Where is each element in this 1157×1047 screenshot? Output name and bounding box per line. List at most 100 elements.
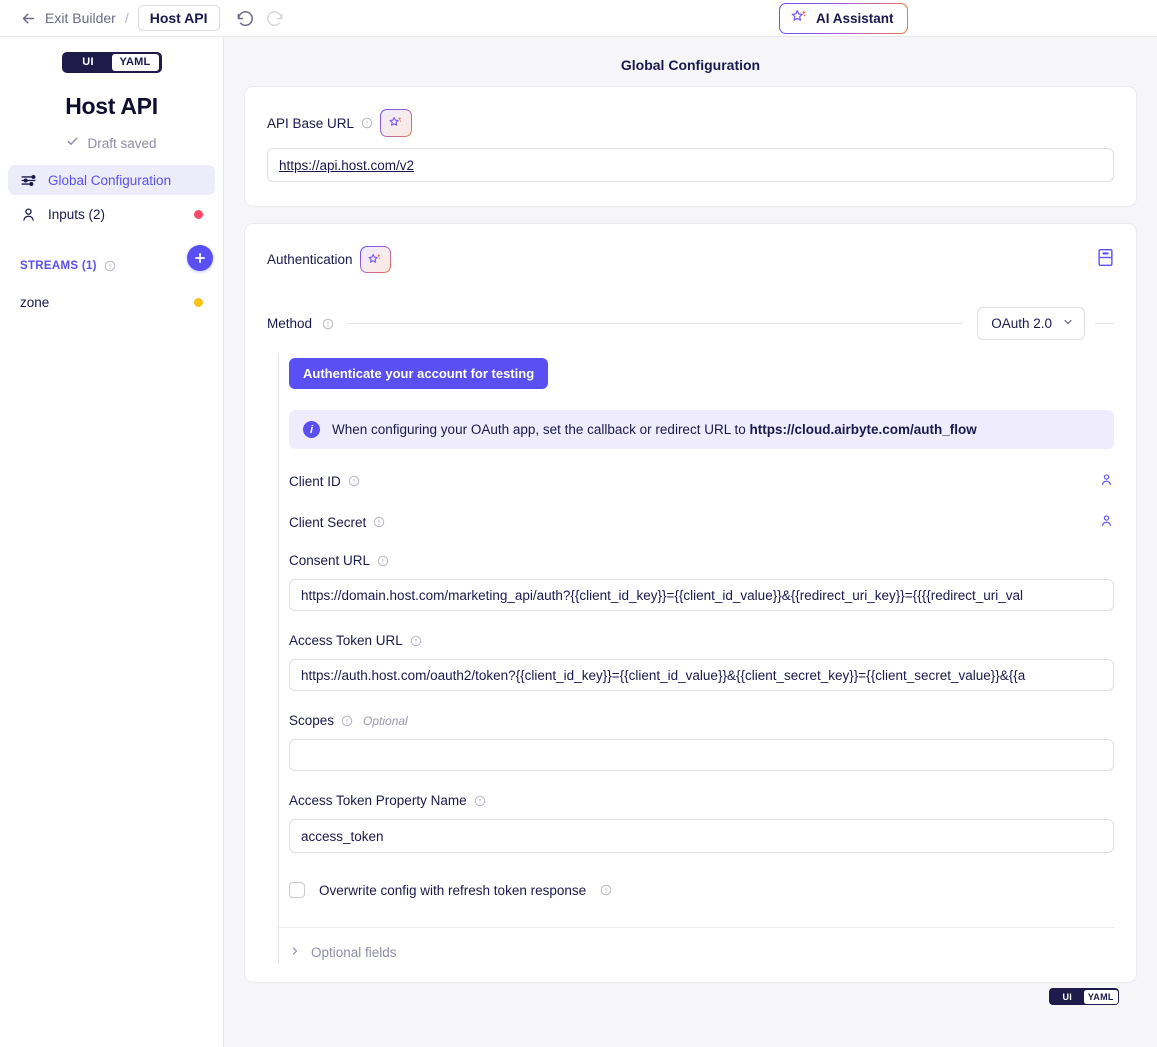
view-mode-toggle[interactable]: UI YAML <box>61 52 162 73</box>
scopes-optional-tag: Optional <box>363 713 408 728</box>
api-base-url-label: API Base URL <box>267 115 355 131</box>
optional-fields-label: Optional fields <box>311 945 397 960</box>
client-id-label: Client ID <box>289 473 341 489</box>
streams-header-label: STREAMS (1) <box>20 260 97 272</box>
optional-fields-toggle[interactable]: Optional fields <box>289 945 1114 964</box>
stream-item-label: zone <box>20 294 50 310</box>
consent-url-value: https://domain.host.com/marketing_api/au… <box>301 587 1024 603</box>
client-secret-secret-icon[interactable] <box>1099 513 1114 531</box>
ai-assist-base-url-button[interactable] <box>380 109 412 137</box>
undo-icon[interactable] <box>236 9 255 28</box>
book-icon[interactable] <box>1097 248 1114 270</box>
consent-url-input[interactable]: https://domain.host.com/marketing_api/au… <box>289 579 1114 611</box>
view-mode-yaml[interactable]: YAML <box>111 54 159 71</box>
info-banner-url: https://cloud.airbyte.com/auth_flow <box>749 422 977 437</box>
scopes-field: Scopes Optional <box>289 713 1114 771</box>
client-id-row: Client ID <box>289 472 1114 490</box>
question-circle-icon[interactable] <box>474 795 486 807</box>
api-base-url-input[interactable]: https://api.host.com/v2 <box>267 148 1114 182</box>
question-circle-icon[interactable] <box>322 318 334 330</box>
access-token-property-name-input[interactable]: access_token <box>289 819 1114 853</box>
question-circle-icon[interactable] <box>104 260 116 272</box>
draft-status-label: Draft saved <box>87 135 157 151</box>
api-base-url-card: API Base URL https://api.host.com/v2 <box>244 86 1137 207</box>
api-base-url-value: https://api.host.com/v2 <box>279 157 415 173</box>
method-rule-tail <box>1095 323 1114 324</box>
overwrite-config-checkbox-row: Overwrite config with refresh token resp… <box>289 882 1114 898</box>
authentication-label-row: Authentication <box>267 246 1114 273</box>
sidebar: UI YAML Host API Draft saved Global Conf… <box>0 37 224 1047</box>
ai-assistant-label: AI Assistant <box>816 11 894 26</box>
client-id-secret-icon[interactable] <box>1099 472 1114 490</box>
method-rule <box>348 323 964 324</box>
top-bar: Exit Builder / Host API <box>0 0 1157 37</box>
api-base-url-label-row: API Base URL <box>267 109 1114 137</box>
status-dot-warning <box>194 297 203 307</box>
consent-url-label: Consent URL <box>289 553 371 568</box>
stream-item-zone[interactable]: zone <box>8 288 215 316</box>
ai-assistant-button[interactable]: AI Assistant <box>779 3 908 34</box>
auth-method-label: Method <box>267 316 313 331</box>
bottom-view-mode-ui[interactable]: UI <box>1050 989 1084 1004</box>
auth-method-value: OAuth 2.0 <box>991 316 1052 331</box>
redo-icon[interactable] <box>265 9 284 28</box>
breadcrumb-separator: / <box>124 10 129 26</box>
scopes-input[interactable] <box>289 739 1114 771</box>
sparkle-star-icon <box>790 8 809 30</box>
draft-status: Draft saved <box>0 135 223 151</box>
sidebar-item-global-configuration[interactable]: Global Configuration <box>8 165 215 195</box>
access-token-property-name-field: Access Token Property Name access_token <box>289 793 1114 853</box>
sidebar-item-inputs[interactable]: Inputs (2) <box>8 199 215 229</box>
client-secret-row: Client Secret <box>289 513 1114 531</box>
question-circle-icon[interactable] <box>373 516 385 528</box>
info-banner-text: When configuring your OAuth app, set the… <box>332 422 746 437</box>
view-mode-ui[interactable]: UI <box>64 54 112 71</box>
question-circle-icon[interactable] <box>348 475 360 487</box>
authentication-card: Authentication Method OAuth 2.0 Authenti… <box>244 223 1137 983</box>
connector-name-button[interactable]: Host API <box>137 5 220 31</box>
oauth-callback-info-banner: i When configuring your OAuth app, set t… <box>289 410 1114 449</box>
access-token-url-field: Access Token URL https://auth.host.com/o… <box>289 633 1114 691</box>
question-circle-icon[interactable] <box>377 555 389 567</box>
sidebar-item-label: Global Configuration <box>48 172 172 188</box>
auth-method-row: Method OAuth 2.0 <box>267 307 1114 340</box>
auth-method-select[interactable]: OAuth 2.0 <box>977 307 1085 340</box>
user-icon <box>20 206 38 223</box>
chevron-right-icon <box>289 945 301 960</box>
access-token-property-name-label: Access Token Property Name <box>289 793 467 808</box>
sidebar-title: Host API <box>65 93 158 119</box>
question-circle-icon[interactable] <box>361 117 373 129</box>
check-icon <box>66 135 79 151</box>
sliders-icon <box>20 172 38 189</box>
bottom-view-mode-toggle[interactable]: UI YAML <box>1049 988 1119 1005</box>
section-divider <box>279 927 1114 928</box>
consent-url-field: Consent URL https://domain.host.com/mark… <box>289 553 1114 611</box>
auth-fields-group: Authenticate your account for testing i … <box>278 354 1114 964</box>
info-icon: i <box>303 421 320 438</box>
access-token-property-name-value: access_token <box>301 828 384 844</box>
question-circle-icon[interactable] <box>341 715 353 727</box>
status-dot-error <box>194 209 203 219</box>
add-stream-button[interactable] <box>187 245 213 271</box>
authentication-label: Authentication <box>267 252 353 267</box>
access-token-url-label: Access Token URL <box>289 633 403 648</box>
question-circle-icon[interactable] <box>600 884 612 896</box>
streams-section-header: STREAMS (1) <box>8 245 215 281</box>
question-circle-icon[interactable] <box>410 635 422 647</box>
authenticate-account-button[interactable]: Authenticate your account for testing <box>289 358 549 389</box>
exit-builder-link[interactable]: Exit Builder <box>45 10 116 26</box>
page-title: Global Configuration <box>620 57 761 73</box>
overwrite-config-label: Overwrite config with refresh token resp… <box>319 882 587 898</box>
access-token-url-value: https://auth.host.com/oauth2/token?{{cli… <box>301 667 1026 683</box>
client-secret-label: Client Secret <box>289 514 367 530</box>
overwrite-config-checkbox[interactable] <box>289 882 305 898</box>
main-content: Global Configuration API Base URL https:… <box>224 37 1157 1047</box>
chevron-down-icon <box>1062 316 1074 331</box>
ai-assist-authentication-button[interactable] <box>360 246 391 273</box>
bottom-view-mode-yaml[interactable]: YAML <box>1084 989 1118 1004</box>
scopes-label: Scopes <box>289 713 335 728</box>
back-arrow-icon[interactable] <box>18 8 38 28</box>
history-buttons <box>236 9 284 28</box>
access-token-url-input[interactable]: https://auth.host.com/oauth2/token?{{cli… <box>289 659 1114 691</box>
sidebar-item-label: Inputs (2) <box>48 206 106 222</box>
